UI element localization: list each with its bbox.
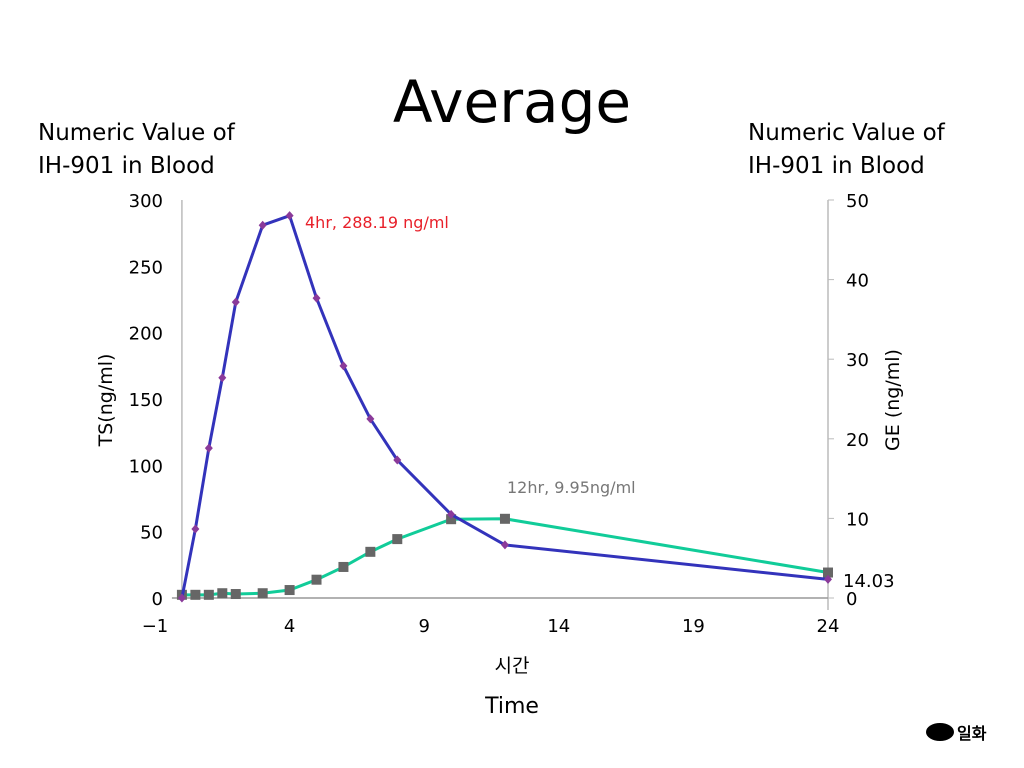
data-point-ts [231,297,240,307]
data-point-ts [204,443,213,453]
data-point-ge [284,585,295,596]
data-point-ts [218,373,227,383]
right-axis-title: Numeric Value of IH-901 in Blood [748,117,945,183]
left-axis-title-line1: Numeric Value of [38,120,235,146]
y2-tick-label: 30 [846,350,869,371]
chart-title: Average [392,68,632,136]
series-line-ge [181,517,829,597]
data-point-ts [177,593,186,603]
data-point-ge [365,546,376,557]
y2-tick-label: 20 [846,430,869,451]
data-point-ge [190,589,201,600]
data-point-ts [366,414,375,424]
data-point-ge [338,561,349,572]
data-point-ge [203,589,214,600]
x-tick-label: 19 [682,616,705,637]
y2-tick-label: 10 [846,509,869,530]
x-axis-label-english: Time [484,694,539,719]
x-axis-label: 시간 [495,655,530,677]
y-tick-label: 150 [129,390,163,411]
data-point-ts [339,361,348,371]
y2-tick-label: 40 [846,271,869,292]
y-tick-label: 200 [129,324,163,345]
y2-tick-label: 50 [846,191,869,212]
data-point-ts [393,455,402,465]
data-point-ge [823,567,833,578]
x-tick-label: 24 [817,616,840,637]
y2-axis-label: GE (ng/ml) [882,349,904,451]
y-tick-label: 250 [129,257,163,278]
data-point-ts [258,220,267,230]
left-axis-title: Numeric Value of IH-901 in Blood [38,117,235,183]
data-point-ts [824,574,832,584]
logo-text: 일화 [957,724,987,743]
data-point-ge [311,574,322,585]
x-tick-label: 4 [284,616,295,637]
data-point-ge [499,513,510,524]
y-tick-label: 100 [129,456,163,477]
x-tick-label: −1 [142,616,169,637]
data-point-ts [191,524,200,534]
data-point-ts [447,509,456,519]
company-logo: 일화 [926,720,986,744]
y-tick-label: 50 [140,523,163,544]
end-value-annotation: 14.03 [843,571,895,592]
data-point-ts [500,540,509,550]
data-point-ge [392,534,403,545]
x-tick-label: 14 [547,616,570,637]
right-axis-title-line1: Numeric Value of [748,120,945,146]
right-axis-title-line2: IH-901 in Blood [748,153,925,179]
data-point-ge [257,588,268,599]
left-axis-title-line2: IH-901 in Blood [38,153,215,179]
data-point-ge [230,589,241,600]
x-tick-label: 9 [418,616,429,637]
logo-mark-icon [926,723,954,741]
data-point-ge [217,588,228,599]
y-axis-label: TS(ng/ml) [95,354,117,448]
series-line-ts [180,213,829,599]
y-tick-label: 300 [129,191,163,212]
data-point-ge [446,514,457,525]
ge-annotation: 12hr, 9.95ng/ml [507,478,636,497]
data-point-ts [285,211,294,221]
y2-tick-label: 0 [846,589,857,610]
data-point-ts [312,293,321,303]
y-tick-label: 0 [152,589,163,610]
peak-annotation: 4hr, 288.19 ng/ml [305,213,449,232]
